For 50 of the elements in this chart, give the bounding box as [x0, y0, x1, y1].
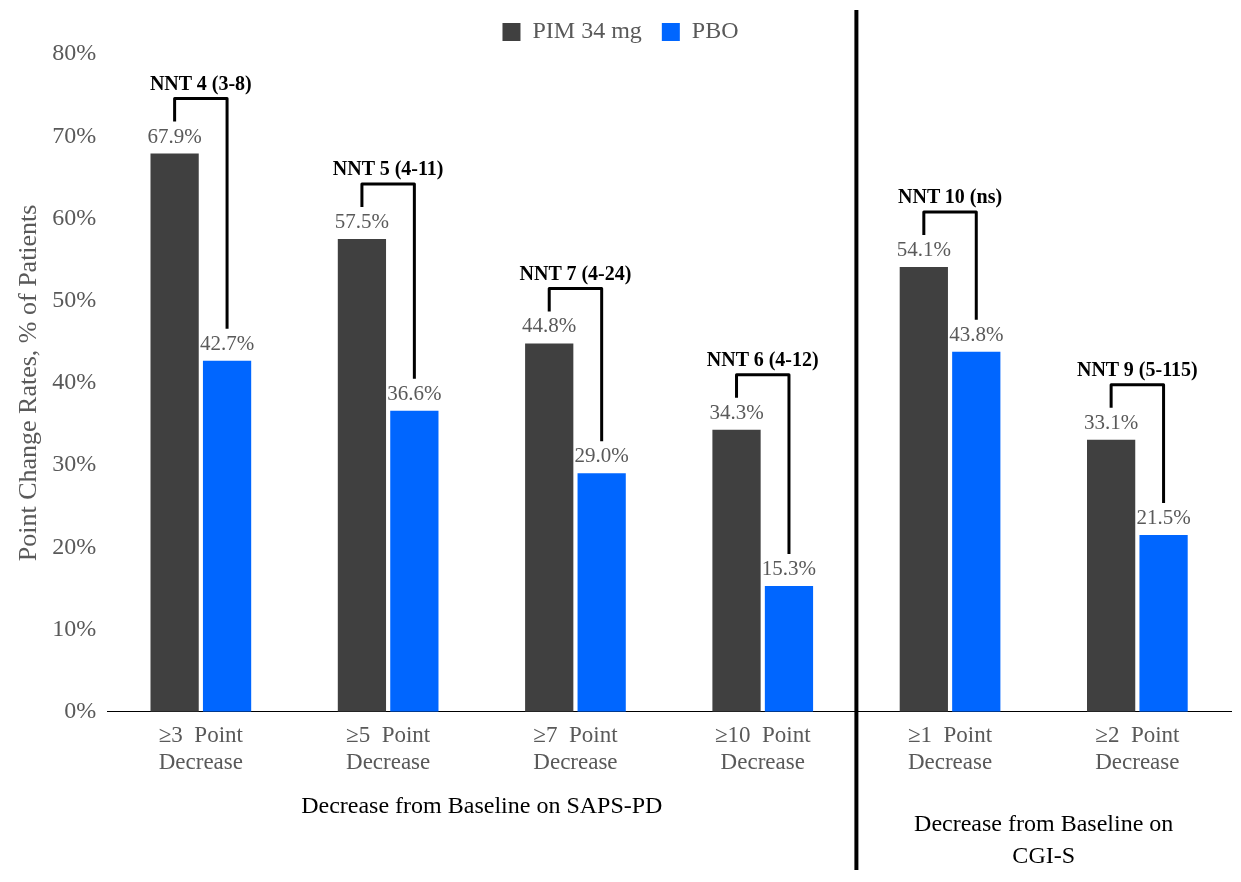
bar [899, 266, 948, 712]
data-label: 34.3% [709, 399, 764, 424]
bar [1139, 535, 1188, 712]
y-tick-label: 30% [52, 450, 97, 477]
y-tick-label: 70% [52, 121, 97, 148]
y-tick-label: 10% [52, 614, 97, 641]
data-label: 36.6% [387, 380, 442, 405]
data-label: 54.1% [896, 236, 951, 261]
y-tick-label: 0% [64, 697, 97, 724]
annotation: NNT 10 (ns) [898, 185, 1003, 209]
x-tick-label: ≥3 Point Decrease [158, 721, 244, 775]
bar [150, 153, 199, 712]
data-label: 44.8% [522, 313, 577, 338]
bar [712, 429, 761, 712]
y-tick-label: 60% [52, 203, 97, 230]
legend-label: PBO [691, 17, 739, 44]
data-label: 57.5% [334, 209, 390, 234]
text: Decrease from Baseline on CGI-S [914, 810, 1174, 869]
y-tick-label: 80% [52, 39, 97, 66]
annotation: NNT 6 (4-12) [706, 347, 819, 371]
y-tick-label: 20% [52, 532, 97, 559]
x-tick-label: ≥7 Point Decrease [533, 721, 619, 775]
x-tick-label: ≥2 Point Decrease [1095, 721, 1181, 775]
y-tick-label: 40% [52, 368, 97, 395]
x-tick-label: ≥1 Point Decrease [907, 721, 993, 775]
legend-label: PIM 34 mg [532, 17, 642, 44]
y-tick-label: 50% [52, 285, 97, 312]
data-label: 42.7% [199, 330, 255, 355]
data-label: 33.1% [1084, 409, 1139, 434]
bar [525, 343, 574, 712]
data-label: 29.0% [574, 443, 629, 468]
data-label: 15.3% [761, 556, 817, 581]
data-label: 43.8% [949, 321, 1004, 346]
text: Decrease from Baseline on SAPS-PD [301, 792, 663, 819]
annotation: NNT 4 (3-8) [149, 71, 252, 95]
bar [202, 360, 252, 712]
bar [952, 351, 1001, 712]
annotation: NNT 9 (5-115) [1076, 357, 1198, 381]
bar [337, 239, 387, 712]
x-tick-label: ≥10 Point Decrease [714, 721, 812, 775]
y-axis-title: Point Change Rates, % of Patients [13, 204, 43, 562]
data-label: 21.5% [1136, 505, 1191, 530]
x-tick-label: ≥5 Point Decrease [346, 721, 431, 775]
bar [577, 473, 626, 712]
bar [1087, 439, 1136, 712]
bar [764, 586, 814, 712]
annotation: NNT 7 (4-24) [519, 261, 632, 285]
data-label: 67.9% [147, 123, 202, 148]
bar [390, 410, 439, 712]
annotation: NNT 5 (4-11) [332, 157, 444, 181]
